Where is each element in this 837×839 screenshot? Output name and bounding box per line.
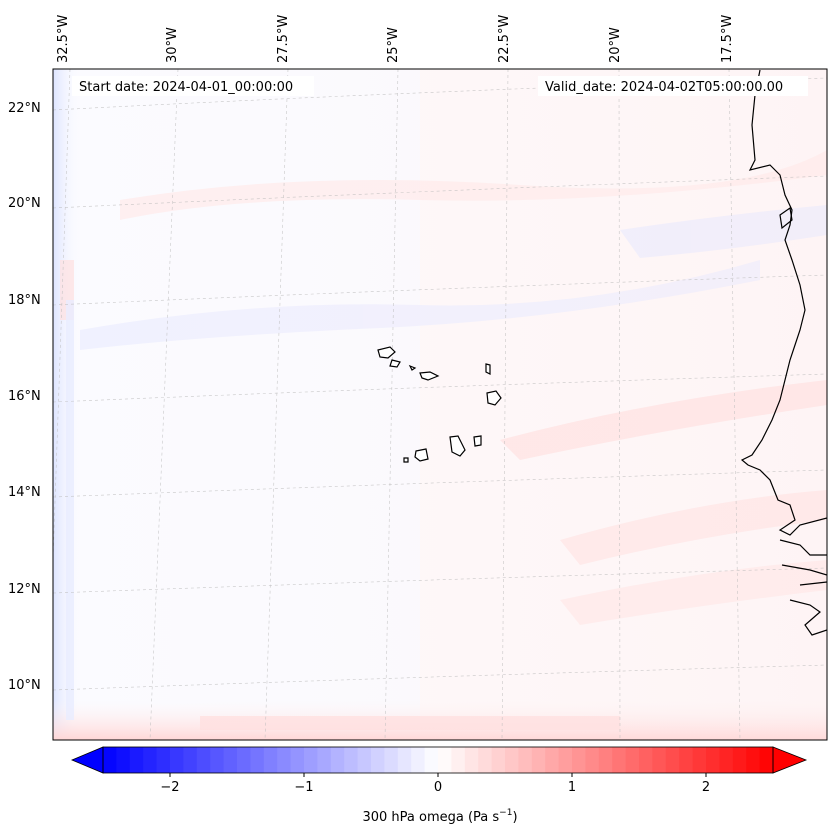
valid-date-box: [538, 76, 808, 96]
lat-label: 22°N: [8, 101, 41, 116]
colorbar-bin: [732, 747, 747, 773]
lon-label: 17.5°W: [720, 15, 735, 63]
colorbar-min-extension: [70, 746, 104, 774]
lat-label: 16°N: [8, 389, 41, 404]
lat-label: 14°N: [8, 485, 41, 500]
start-date-box: [72, 76, 314, 96]
colorbar-bin: [290, 747, 305, 773]
colorbar-bin: [116, 747, 131, 773]
colorbar-bin: [277, 747, 291, 773]
colorbar-bin: [652, 747, 667, 773]
lon-label: 22.5°W: [497, 15, 512, 63]
lon-label: 30°W: [165, 27, 180, 63]
colorbar-bin: [464, 747, 479, 773]
start-date-label: Start date: 2024-04-01_00:00:00: [79, 80, 293, 95]
colorbar-bin: [156, 747, 171, 773]
gridlines: [53, 69, 827, 740]
colorbar-bin: [344, 747, 358, 773]
colorbar-bin: [505, 747, 519, 773]
map-frame: [52, 68, 828, 741]
omega-field: [53, 69, 827, 740]
colorbar-label-exponent: −1: [499, 808, 512, 818]
colorbar: −2 −1 0 1 2 300 hPa omega (Pa s−1): [70, 746, 808, 825]
colorbar-bin: [357, 747, 372, 773]
colorbar-max-extension: [772, 746, 808, 774]
colorbar-bin: [518, 747, 533, 773]
colorbar-bin: [692, 747, 707, 773]
colorbar-tick-label: 0: [434, 780, 442, 795]
colorbar-bin: [451, 747, 466, 773]
colorbar-bin: [304, 747, 318, 773]
colorbar-bin: [397, 747, 412, 773]
colorbar-label-main: 300 hPa omega (Pa s: [362, 810, 499, 825]
colorbar-ticks: −2 −1 0 1 2: [160, 773, 710, 795]
colorbar-bin: [679, 747, 693, 773]
lat-label: 18°N: [8, 293, 41, 308]
colorbar-bin: [639, 747, 653, 773]
colorbar-bin: [612, 747, 626, 773]
colorbar-bin: [585, 747, 600, 773]
colorbar-bin: [237, 747, 251, 773]
lon-label: 25°W: [386, 27, 401, 63]
colorbar-bin: [210, 747, 224, 773]
colorbar-bin: [330, 747, 345, 773]
colorbar-bin: [317, 747, 332, 773]
lat-label: 10°N: [8, 678, 41, 693]
colorbar-bin: [411, 747, 425, 773]
islands: [377, 346, 502, 463]
colorbar-bin: [665, 747, 680, 773]
colorbar-bin: [478, 747, 492, 773]
colorbar-tick-label: 1: [568, 780, 576, 795]
colorbar-bin: [196, 747, 211, 773]
colorbar-bin: [491, 747, 506, 773]
colorbar-bin: [250, 747, 265, 773]
colorbar-bin: [598, 747, 613, 773]
colorbar-bin: [545, 747, 559, 773]
colorbar-bin: [531, 747, 546, 773]
latitude-labels: 22°N 20°N 18°N 16°N 14°N 12°N 10°N: [8, 101, 41, 693]
colorbar-bins: [103, 747, 774, 773]
colorbar-bin: [223, 747, 238, 773]
colorbar-bin: [625, 747, 640, 773]
colorbar-tick-label: −1: [294, 780, 313, 795]
colorbar-bin: [371, 747, 385, 773]
colorbar-bin: [558, 747, 573, 773]
colorbar-bin: [170, 747, 184, 773]
colorbar-bin: [384, 747, 399, 773]
valid-date-label: Valid_date: 2024-04-02T05:00:00.00: [545, 80, 783, 95]
colorbar-tick-label: 2: [702, 780, 710, 795]
colorbar-bin: [129, 747, 144, 773]
colorbar-bin: [759, 747, 774, 773]
colorbar-bin: [424, 747, 439, 773]
colorbar-tick-label: −2: [160, 780, 179, 795]
lat-label: 12°N: [8, 582, 41, 597]
colorbar-bin: [706, 747, 720, 773]
lon-label: 32.5°W: [56, 15, 71, 63]
colorbar-bin: [183, 747, 198, 773]
colorbar-label: 300 hPa omega (Pa s−1): [362, 808, 517, 825]
longitude-labels: 32.5°W 30°W 27.5°W 25°W 22.5°W 20°W 17.5…: [56, 15, 735, 63]
lon-label: 27.5°W: [276, 15, 291, 63]
colorbar-bin: [263, 747, 278, 773]
colorbar-bin: [746, 747, 760, 773]
lon-label: 20°W: [608, 27, 623, 63]
lat-label: 20°N: [8, 196, 41, 211]
colorbar-bin: [572, 747, 586, 773]
coastline: [740, 69, 827, 636]
colorbar-bin: [438, 747, 452, 773]
colorbar-bin: [719, 747, 734, 773]
colorbar-bin: [103, 747, 117, 773]
colorbar-bin: [143, 747, 157, 773]
colorbar-label-end: ): [512, 810, 517, 825]
